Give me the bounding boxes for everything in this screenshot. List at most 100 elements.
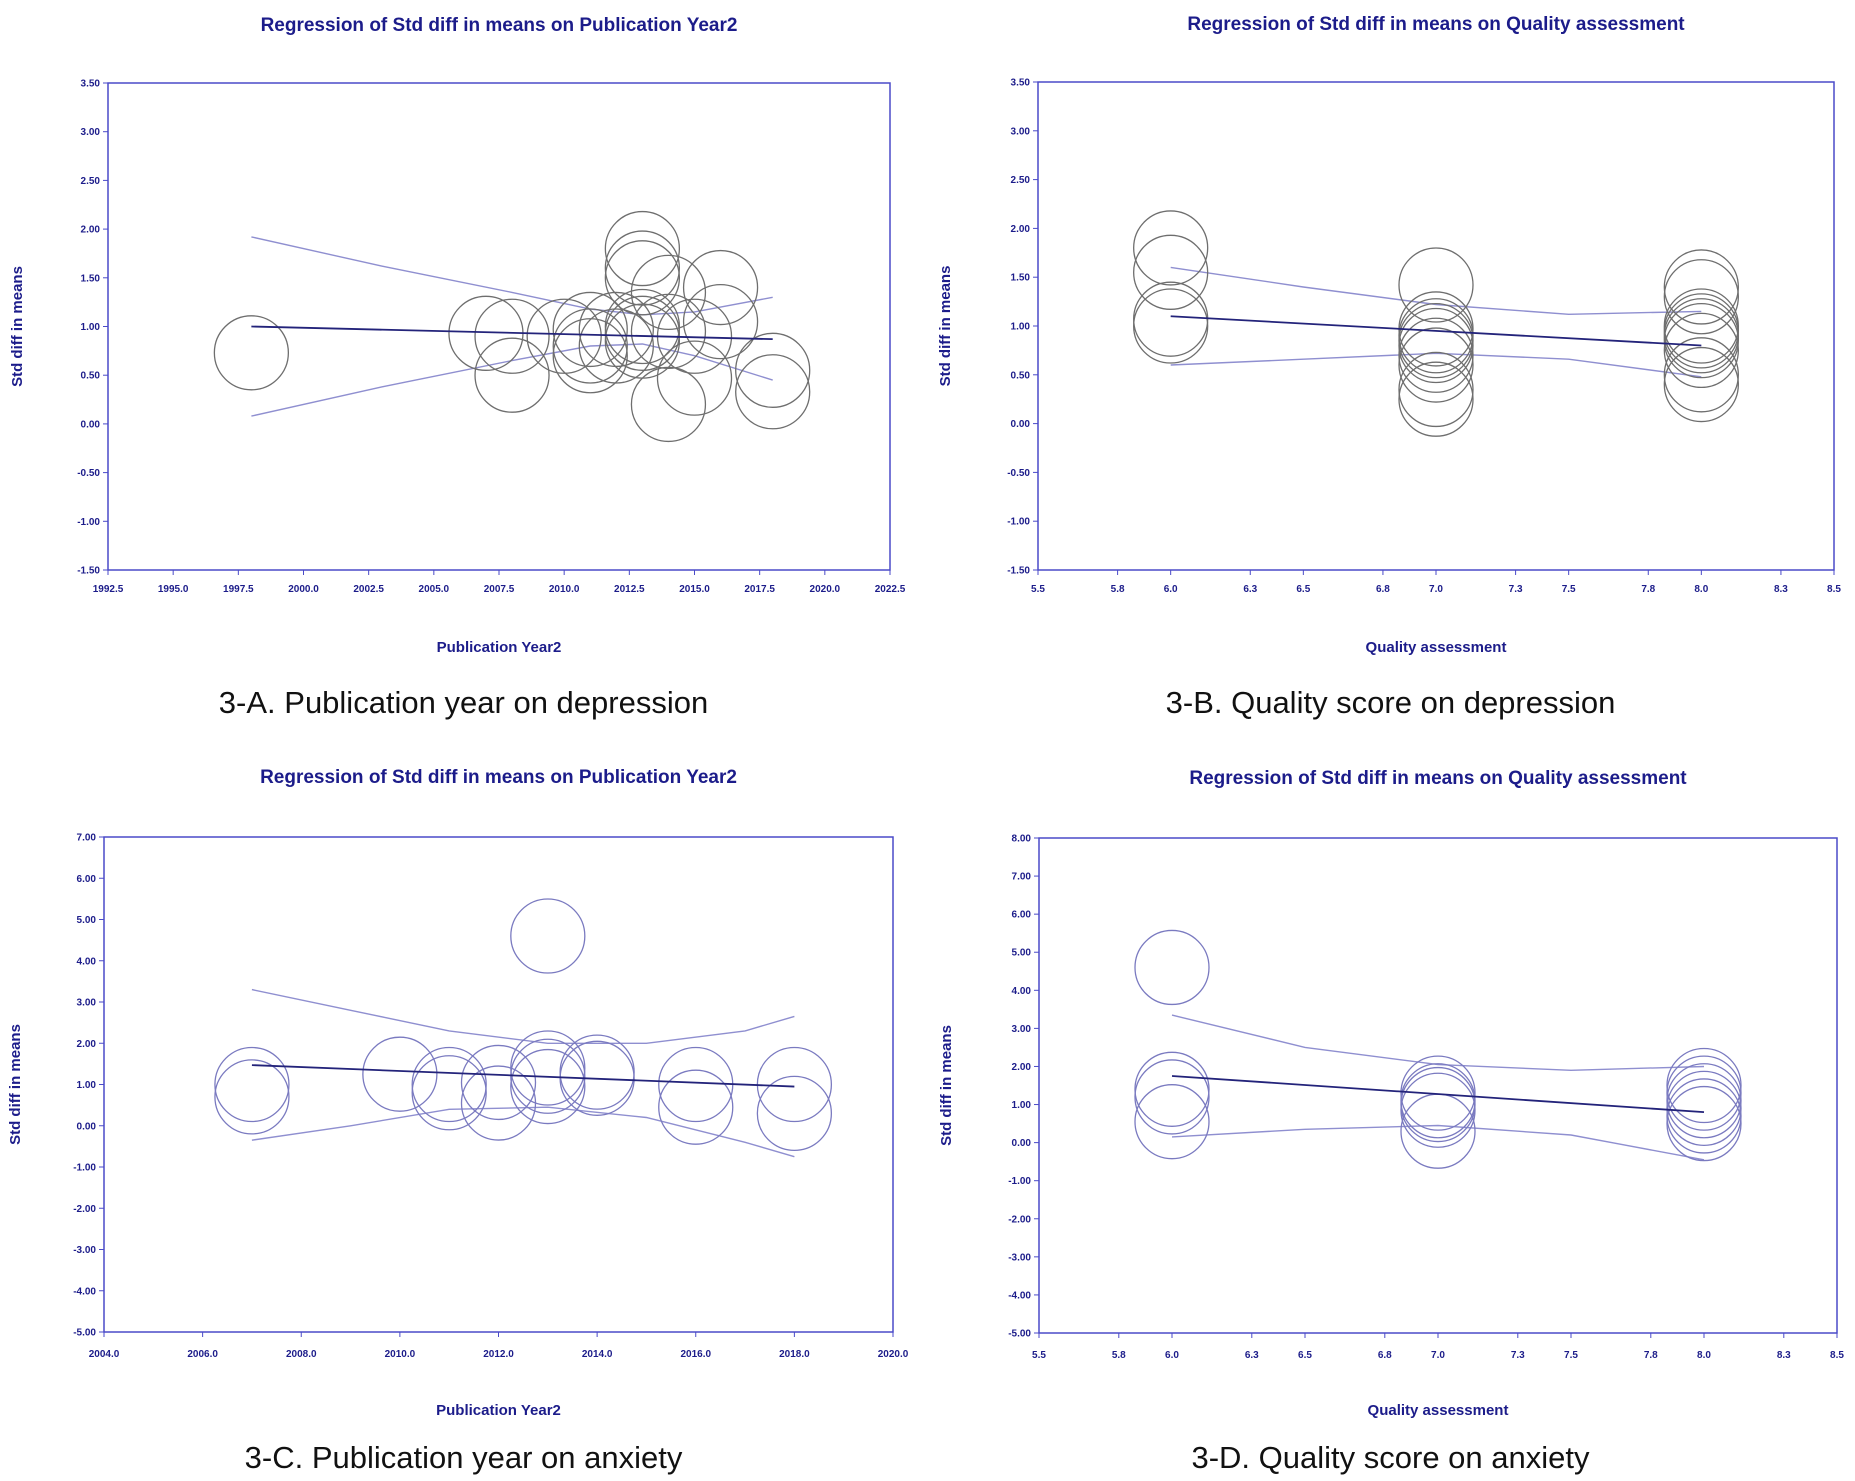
x-tick-label: 2006.0 xyxy=(187,1349,218,1360)
x-tick-label: 2008.0 xyxy=(286,1349,317,1360)
study-bubble xyxy=(1666,1055,1742,1131)
chart-caption: 3-D. Quality score on anxiety xyxy=(1191,1440,1590,1475)
study-bubble xyxy=(1134,1059,1210,1135)
y-tick-label: -5.00 xyxy=(1008,1329,1031,1340)
study-bubble xyxy=(510,1048,586,1125)
y-tick-label: -0.50 xyxy=(1007,468,1030,479)
y-tick-label: -3.00 xyxy=(73,1245,96,1256)
x-tick-label: 8.0 xyxy=(1697,1350,1711,1361)
study-bubble xyxy=(552,308,628,384)
study-bubble xyxy=(630,293,707,370)
x-tick-label: 2012.0 xyxy=(483,1349,514,1360)
ci-lower-line xyxy=(1170,352,1702,378)
study-bubble xyxy=(1666,1063,1742,1139)
y-tick-label: 3.00 xyxy=(1011,126,1031,137)
x-tick-label: 2015.0 xyxy=(679,584,710,595)
x-tick-label: 6.0 xyxy=(1164,584,1178,595)
chart-panel-3a: Regression of Std diff in means on Publi… xyxy=(0,0,927,740)
x-tick-label: 6.8 xyxy=(1378,1350,1392,1361)
study-bubble xyxy=(756,1046,833,1123)
chart-title: Regression of Std diff in means on Quali… xyxy=(1189,768,1687,789)
y-tick-label: 3.00 xyxy=(81,127,101,138)
study-bubble xyxy=(362,1036,438,1112)
study-bubble xyxy=(1663,249,1739,325)
x-tick-label: 1995.0 xyxy=(158,584,189,595)
y-tick-label: 1.00 xyxy=(1012,1100,1032,1111)
regression-line xyxy=(251,1064,795,1088)
study-bubble xyxy=(1133,288,1209,364)
y-axis-title: Std diff in means xyxy=(938,1025,955,1146)
x-tick-label: 6.8 xyxy=(1376,584,1390,595)
study-bubble xyxy=(526,298,602,374)
chart-title: Regression of Std diff in means on Quali… xyxy=(1187,14,1685,35)
x-tick-label: 2014.0 xyxy=(582,1349,613,1360)
y-tick-label: 2.00 xyxy=(77,1039,97,1050)
y-tick-label: -1.00 xyxy=(1007,517,1030,528)
y-tick-label: 1.00 xyxy=(1011,322,1031,333)
study-bubble xyxy=(214,1059,290,1135)
study-bubble xyxy=(1663,302,1739,379)
y-tick-label: 7.00 xyxy=(77,833,97,844)
study-bubble xyxy=(411,1055,487,1131)
plot-frame xyxy=(103,836,894,1333)
study-bubble xyxy=(1133,234,1209,310)
x-tick-label: 2000.0 xyxy=(288,584,319,595)
study-bubble xyxy=(1666,1047,1742,1124)
chart-title: Regression of Std diff in means on Publi… xyxy=(260,767,737,788)
y-tick-label: 2.50 xyxy=(1011,175,1031,186)
study-bubble xyxy=(604,210,681,287)
x-tick-label: 5.5 xyxy=(1031,584,1045,595)
study-bubble xyxy=(552,318,628,394)
x-tick-label: 7.0 xyxy=(1431,1350,1445,1361)
y-tick-label: 6.00 xyxy=(77,874,97,885)
study-bubble xyxy=(682,249,759,326)
study-bubble xyxy=(510,898,586,974)
y-tick-label: 1.00 xyxy=(81,322,101,333)
x-tick-label: 7.3 xyxy=(1509,584,1523,595)
y-tick-label: -2.00 xyxy=(73,1204,96,1215)
x-tick-label: 6.3 xyxy=(1245,1350,1259,1361)
study-bubble xyxy=(1400,1055,1476,1131)
y-tick-label: 3.00 xyxy=(1012,1024,1032,1035)
y-tick-label: 1.00 xyxy=(77,1080,97,1091)
y-tick-label: 2.00 xyxy=(81,225,101,236)
ci-lower-line xyxy=(1171,1124,1705,1161)
x-tick-label: 8.3 xyxy=(1774,584,1788,595)
y-tick-label: 3.50 xyxy=(81,79,101,90)
study-bubble xyxy=(658,1069,734,1145)
y-tick-label: 0.00 xyxy=(1012,1138,1032,1149)
study-bubble xyxy=(411,1046,487,1123)
study-bubble xyxy=(630,366,707,443)
x-tick-label: 5.8 xyxy=(1112,1350,1126,1361)
y-tick-label: 0.00 xyxy=(1011,419,1031,430)
regression-line xyxy=(251,325,773,341)
plot-frame xyxy=(1038,837,1838,1334)
study-bubble xyxy=(214,1046,290,1123)
y-tick-label: 3.50 xyxy=(1011,78,1031,89)
x-tick-label: 5.8 xyxy=(1111,584,1125,595)
regression-chart-publication-year-anxiety: Regression of Std diff in means on Publi… xyxy=(7,767,909,1419)
ci-upper-line xyxy=(251,988,795,1044)
study-bubble xyxy=(756,1075,833,1152)
x-axis-title: Publication Year2 xyxy=(437,639,562,656)
study-bubble xyxy=(682,283,759,360)
study-bubble xyxy=(1398,327,1474,403)
y-tick-label: 2.50 xyxy=(81,176,101,187)
study-bubble xyxy=(460,1044,537,1121)
study-bubble xyxy=(1398,361,1474,437)
study-bubble xyxy=(1400,1063,1476,1139)
y-tick-label: -1.00 xyxy=(1008,1176,1031,1187)
study-bubble xyxy=(735,354,811,430)
y-tick-label: -1.00 xyxy=(77,517,100,528)
x-tick-label: 8.0 xyxy=(1694,584,1708,595)
x-tick-label: 6.5 xyxy=(1296,584,1310,595)
x-tick-label: 2010.0 xyxy=(385,1349,416,1360)
study-bubble xyxy=(604,295,681,371)
study-bubble xyxy=(559,1040,635,1116)
x-tick-label: 2020.0 xyxy=(878,1349,909,1360)
study-bubble xyxy=(213,315,290,391)
y-tick-label: -3.00 xyxy=(1008,1252,1031,1263)
study-bubble xyxy=(1133,210,1209,286)
x-tick-label: 2004.0 xyxy=(89,1349,120,1360)
y-tick-label: 0.50 xyxy=(81,371,101,382)
